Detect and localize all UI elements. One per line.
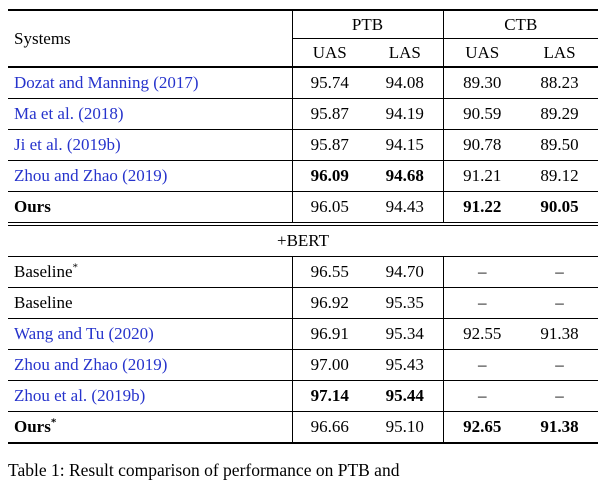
header-ctb: CTB (443, 10, 598, 39)
ctb-uas-value: 90.78 (443, 129, 521, 161)
ptb-las-value: 94.43 (367, 191, 444, 224)
section-divider-row: +BERT (8, 222, 598, 257)
header-ptb-uas: UAS (292, 38, 367, 68)
system-name: Ours (8, 191, 293, 224)
table-row: Ours 96.05 94.43 91.22 90.05 (8, 191, 598, 224)
ptb-las-value: 95.10 (367, 411, 444, 444)
ptb-las-value: 95.34 (367, 318, 444, 350)
table-row: Baseline 96.92 95.35 – – (8, 287, 598, 319)
ctb-uas-value: 91.21 (443, 160, 521, 192)
table-row: Ours* 96.66 95.10 92.65 91.38 (8, 411, 598, 444)
results-table: Systems PTB CTB UAS LAS UAS LAS Dozat an… (8, 9, 598, 444)
ctb-uas-value: – (443, 287, 521, 319)
ptb-uas-value: 95.74 (292, 67, 367, 99)
ptb-uas-value: 96.55 (292, 256, 367, 288)
ptb-uas-value: 97.00 (292, 349, 367, 381)
ptb-uas-value: 96.05 (310, 197, 349, 217)
citation-link[interactable]: Zhou and Zhao (2019) (8, 160, 293, 192)
ctb-las-value: – (521, 380, 598, 412)
ctb-uas-value: – (443, 256, 521, 288)
citation-link[interactable]: Ji et al. (2019b) (8, 129, 293, 161)
header-ptb: PTB (292, 10, 444, 39)
section-header-bert: +BERT (8, 222, 598, 257)
system-label: Baseline (14, 293, 73, 313)
header-ctb-uas: UAS (443, 38, 521, 68)
table-row: Zhou and Zhao (2019) 97.00 95.43 – – (8, 349, 598, 381)
system-label: Ours (14, 417, 51, 437)
ptb-uas-value: 95.87 (292, 98, 367, 130)
ptb-uas-value: 96.91 (292, 318, 367, 350)
header-row-metrics: UAS LAS UAS LAS (8, 38, 598, 68)
ctb-uas-value: – (443, 349, 521, 381)
ptb-las-value: 94.15 (367, 129, 444, 161)
ptb-las-value: 95.35 (367, 287, 444, 319)
ctb-las-value: – (521, 349, 598, 381)
system-label: Ours (14, 197, 51, 217)
system-label: Zhou et al. (2019b) (14, 386, 146, 406)
system-label: Dozat and Manning (2017) (14, 73, 199, 93)
header-ptb-las: LAS (367, 38, 444, 68)
ctb-uas-value: 91.22 (463, 197, 502, 217)
ctb-uas-value: – (443, 380, 521, 412)
ptb-las-value: 95.43 (367, 349, 444, 381)
ctb-uas-value: 90.59 (443, 98, 521, 130)
system-label: Zhou and Zhao (2019) (14, 166, 168, 186)
ctb-uas-value: 89.30 (443, 67, 521, 99)
citation-link[interactable]: Zhou et al. (2019b) (8, 380, 293, 412)
system-label: Baseline (14, 262, 73, 282)
table-row: Zhou et al. (2019b) 97.14 95.44 – – (8, 380, 598, 412)
system-label: Zhou and Zhao (2019) (14, 355, 168, 375)
ctb-las-value: 91.38 (521, 411, 598, 444)
citation-link[interactable]: Dozat and Manning (2017) (8, 67, 293, 99)
ctb-las-value: 89.12 (521, 160, 598, 192)
table-row: Wang and Tu (2020) 96.91 95.34 92.55 91.… (8, 318, 598, 350)
ptb-uas-value: 97.14 (292, 380, 367, 412)
ptb-uas-value: 96.66 (292, 411, 367, 444)
ctb-las-value: – (521, 287, 598, 319)
table-caption: Table 1: Result comparison of performanc… (8, 460, 400, 480)
citation-link[interactable]: Ma et al. (2018) (8, 98, 293, 130)
citation-link[interactable]: Zhou and Zhao (2019) (8, 349, 293, 381)
ctb-las-value: 88.23 (521, 67, 598, 99)
ptb-uas-value: 95.87 (292, 129, 367, 161)
table-row: Dozat and Manning (2017) 95.74 94.08 89.… (8, 67, 598, 99)
system-label: Ma et al. (2018) (14, 104, 124, 124)
ptb-las-value: 94.19 (367, 98, 444, 130)
ptb-las-value: 94.70 (367, 256, 444, 288)
ptb-las-value: 95.44 (367, 380, 444, 412)
ptb-uas-value: 96.92 (292, 287, 367, 319)
ctb-uas-value: 92.65 (443, 411, 521, 444)
header-row-groups: Systems PTB CTB (8, 10, 598, 68)
ctb-las-value: – (521, 256, 598, 288)
ctb-uas-value: 92.55 (443, 318, 521, 350)
system-name: Ours* (8, 411, 293, 444)
ctb-las-value: 90.05 (540, 197, 579, 217)
header-systems: Systems (8, 10, 293, 68)
ptb-las-value: 94.68 (367, 160, 444, 192)
system-label: Wang and Tu (2020) (14, 324, 154, 344)
table-row: Zhou and Zhao (2019) 96.09 94.68 91.21 8… (8, 160, 598, 192)
ctb-las-value: 91.38 (521, 318, 598, 350)
table-row: Ma et al. (2018) 95.87 94.19 90.59 89.29 (8, 98, 598, 130)
table-row: Ji et al. (2019b) 95.87 94.15 90.78 89.5… (8, 129, 598, 161)
ctb-las-value: 89.50 (521, 129, 598, 161)
system-name: Baseline (8, 287, 293, 319)
asterisk-superscript: * (72, 261, 79, 274)
table-row: Baseline* 96.55 94.70 – – (8, 256, 598, 288)
ctb-las-value: 89.29 (521, 98, 598, 130)
system-label: Ji et al. (2019b) (14, 135, 121, 155)
header-ctb-las: LAS (521, 38, 598, 68)
system-name: Baseline* (8, 256, 293, 288)
asterisk-superscript: * (50, 416, 57, 429)
ptb-uas-value: 96.09 (292, 160, 367, 192)
ptb-las-value: 94.08 (367, 67, 444, 99)
citation-link[interactable]: Wang and Tu (2020) (8, 318, 293, 350)
